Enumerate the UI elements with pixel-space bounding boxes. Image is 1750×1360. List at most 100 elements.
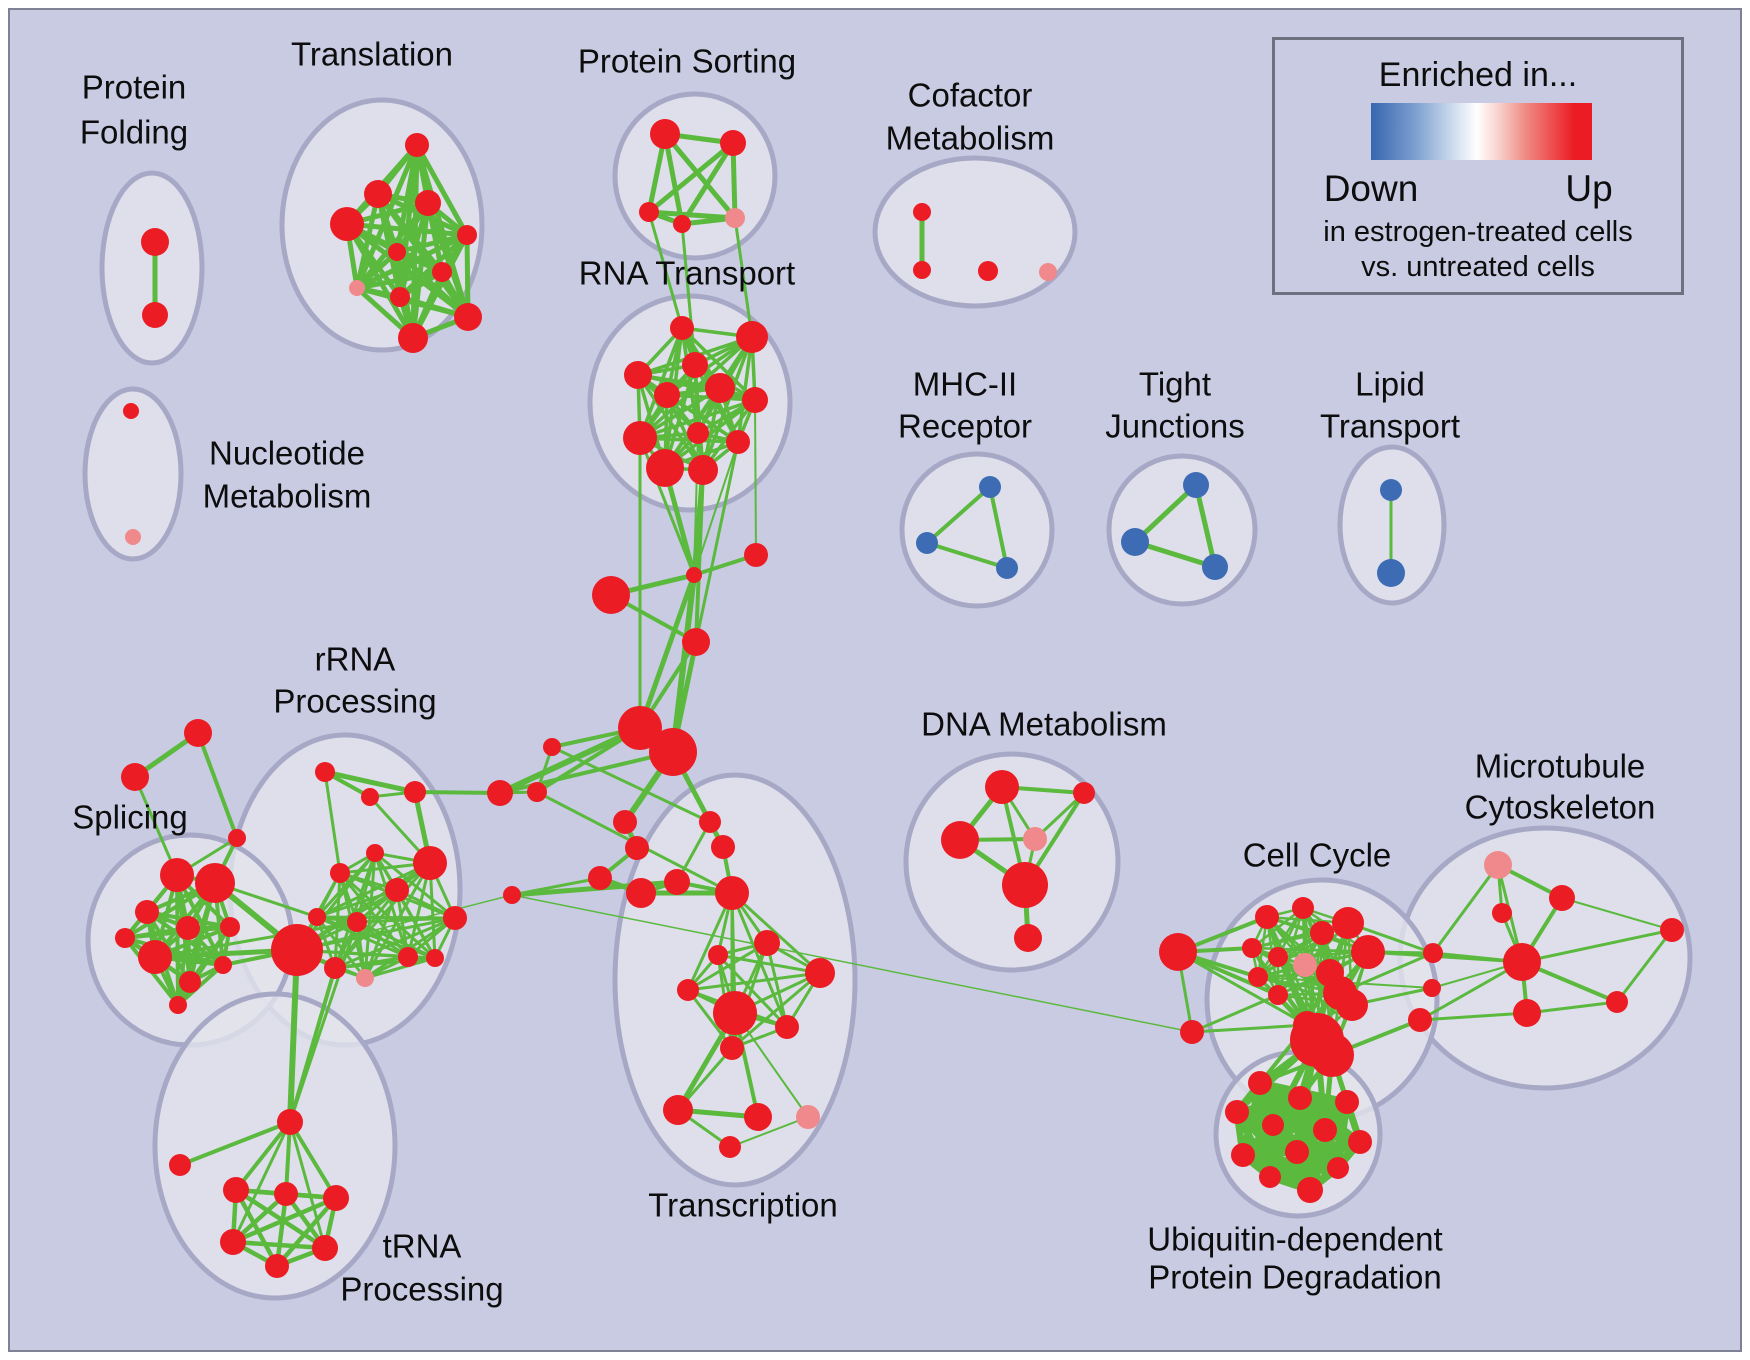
gene-set-node[interactable] bbox=[711, 835, 735, 859]
gene-set-node[interactable] bbox=[650, 119, 680, 149]
gene-set-node[interactable] bbox=[324, 957, 346, 979]
gene-set-node[interactable] bbox=[179, 971, 201, 993]
gene-set-node[interactable] bbox=[1348, 1130, 1372, 1154]
gene-set-node[interactable] bbox=[1292, 897, 1314, 919]
gene-set-node[interactable] bbox=[1484, 851, 1512, 879]
gene-set-node[interactable] bbox=[141, 228, 169, 256]
gene-set-node[interactable] bbox=[195, 863, 235, 903]
gene-set-node[interactable] bbox=[686, 567, 702, 583]
gene-set-node[interactable] bbox=[1023, 827, 1047, 851]
gene-set-node[interactable] bbox=[979, 476, 1001, 498]
gene-set-node[interactable] bbox=[916, 532, 938, 554]
gene-set-node[interactable] bbox=[720, 130, 746, 156]
gene-set-node[interactable] bbox=[323, 1185, 349, 1211]
gene-set-node[interactable] bbox=[160, 858, 194, 892]
gene-set-node[interactable] bbox=[1503, 943, 1541, 981]
gene-set-node[interactable] bbox=[228, 829, 246, 847]
gene-set-node[interactable] bbox=[271, 924, 323, 976]
gene-set-node[interactable] bbox=[941, 821, 979, 859]
gene-set-node[interactable] bbox=[713, 991, 757, 1035]
gene-set-node[interactable] bbox=[654, 382, 680, 408]
gene-set-node[interactable] bbox=[725, 208, 745, 228]
gene-set-node[interactable] bbox=[115, 928, 135, 948]
gene-set-node[interactable] bbox=[265, 1254, 289, 1278]
gene-set-node[interactable] bbox=[613, 810, 637, 834]
gene-set-node[interactable] bbox=[503, 886, 521, 904]
gene-set-node[interactable] bbox=[404, 781, 426, 803]
gene-set-node[interactable] bbox=[457, 225, 477, 245]
gene-set-node[interactable] bbox=[426, 949, 444, 967]
gene-set-node[interactable] bbox=[708, 945, 728, 965]
gene-set-node[interactable] bbox=[315, 762, 335, 782]
gene-set-node[interactable] bbox=[1248, 967, 1268, 987]
gene-set-node[interactable] bbox=[1377, 559, 1405, 587]
gene-set-node[interactable] bbox=[169, 1154, 191, 1176]
gene-set-node[interactable] bbox=[649, 728, 697, 776]
gene-set-node[interactable] bbox=[1262, 1114, 1284, 1136]
gene-set-node[interactable] bbox=[123, 403, 139, 419]
gene-set-node[interactable] bbox=[670, 316, 694, 340]
gene-set-node[interactable] bbox=[405, 133, 429, 157]
gene-set-node[interactable] bbox=[135, 900, 159, 924]
gene-set-node[interactable] bbox=[330, 863, 350, 883]
gene-set-node[interactable] bbox=[775, 1015, 799, 1039]
gene-set-node[interactable] bbox=[1380, 479, 1402, 501]
gene-set-node[interactable] bbox=[361, 788, 379, 806]
gene-set-node[interactable] bbox=[312, 1235, 338, 1261]
gene-set-node[interactable] bbox=[705, 373, 735, 403]
gene-set-node[interactable] bbox=[330, 207, 364, 241]
gene-set-node[interactable] bbox=[223, 1177, 249, 1203]
gene-set-node[interactable] bbox=[349, 280, 365, 296]
gene-set-node[interactable] bbox=[1297, 1177, 1323, 1203]
gene-set-node[interactable] bbox=[121, 763, 149, 791]
gene-set-node[interactable] bbox=[1310, 921, 1334, 945]
gene-set-node[interactable] bbox=[274, 1182, 298, 1206]
gene-set-node[interactable] bbox=[742, 387, 768, 413]
gene-set-node[interactable] bbox=[688, 455, 718, 485]
gene-set-node[interactable] bbox=[1408, 1008, 1432, 1032]
gene-set-node[interactable] bbox=[543, 738, 561, 756]
gene-set-node[interactable] bbox=[664, 869, 690, 895]
gene-set-node[interactable] bbox=[443, 906, 467, 930]
gene-set-node[interactable] bbox=[1259, 1166, 1281, 1188]
gene-set-node[interactable] bbox=[677, 979, 699, 1001]
gene-set-node[interactable] bbox=[985, 770, 1019, 804]
gene-set-node[interactable] bbox=[805, 958, 835, 988]
gene-set-node[interactable] bbox=[1002, 862, 1048, 908]
gene-set-node[interactable] bbox=[715, 876, 749, 910]
gene-set-node[interactable] bbox=[736, 321, 768, 353]
gene-set-node[interactable] bbox=[1268, 985, 1288, 1005]
gene-set-node[interactable] bbox=[682, 352, 708, 378]
gene-set-node[interactable] bbox=[978, 261, 998, 281]
gene-set-node[interactable] bbox=[398, 947, 418, 967]
gene-set-node[interactable] bbox=[588, 866, 612, 890]
gene-set-node[interactable] bbox=[214, 956, 232, 974]
gene-set-node[interactable] bbox=[1255, 905, 1279, 929]
gene-set-node[interactable] bbox=[388, 243, 406, 261]
gene-set-node[interactable] bbox=[138, 940, 172, 974]
gene-set-node[interactable] bbox=[398, 323, 428, 353]
gene-set-node[interactable] bbox=[1492, 903, 1512, 923]
gene-set-node[interactable] bbox=[454, 303, 482, 331]
gene-set-node[interactable] bbox=[413, 846, 447, 880]
gene-set-node[interactable] bbox=[754, 930, 780, 956]
gene-set-node[interactable] bbox=[1225, 1100, 1249, 1124]
gene-set-node[interactable] bbox=[390, 287, 410, 307]
gene-set-node[interactable] bbox=[624, 361, 652, 389]
gene-set-node[interactable] bbox=[277, 1109, 303, 1135]
gene-set-node[interactable] bbox=[1660, 918, 1684, 942]
gene-set-node[interactable] bbox=[142, 302, 168, 328]
gene-set-node[interactable] bbox=[1039, 263, 1057, 281]
gene-set-node[interactable] bbox=[618, 706, 662, 750]
gene-set-node[interactable] bbox=[169, 996, 187, 1014]
gene-set-node[interactable] bbox=[220, 917, 240, 937]
gene-set-node[interactable] bbox=[1014, 924, 1042, 952]
gene-set-node[interactable] bbox=[726, 430, 750, 454]
gene-set-node[interactable] bbox=[184, 719, 212, 747]
gene-set-node[interactable] bbox=[220, 1229, 246, 1255]
gene-set-node[interactable] bbox=[1606, 991, 1628, 1013]
gene-set-node[interactable] bbox=[1423, 979, 1441, 997]
gene-set-node[interactable] bbox=[687, 422, 709, 444]
gene-set-node[interactable] bbox=[1293, 953, 1317, 977]
gene-set-node[interactable] bbox=[682, 628, 710, 656]
